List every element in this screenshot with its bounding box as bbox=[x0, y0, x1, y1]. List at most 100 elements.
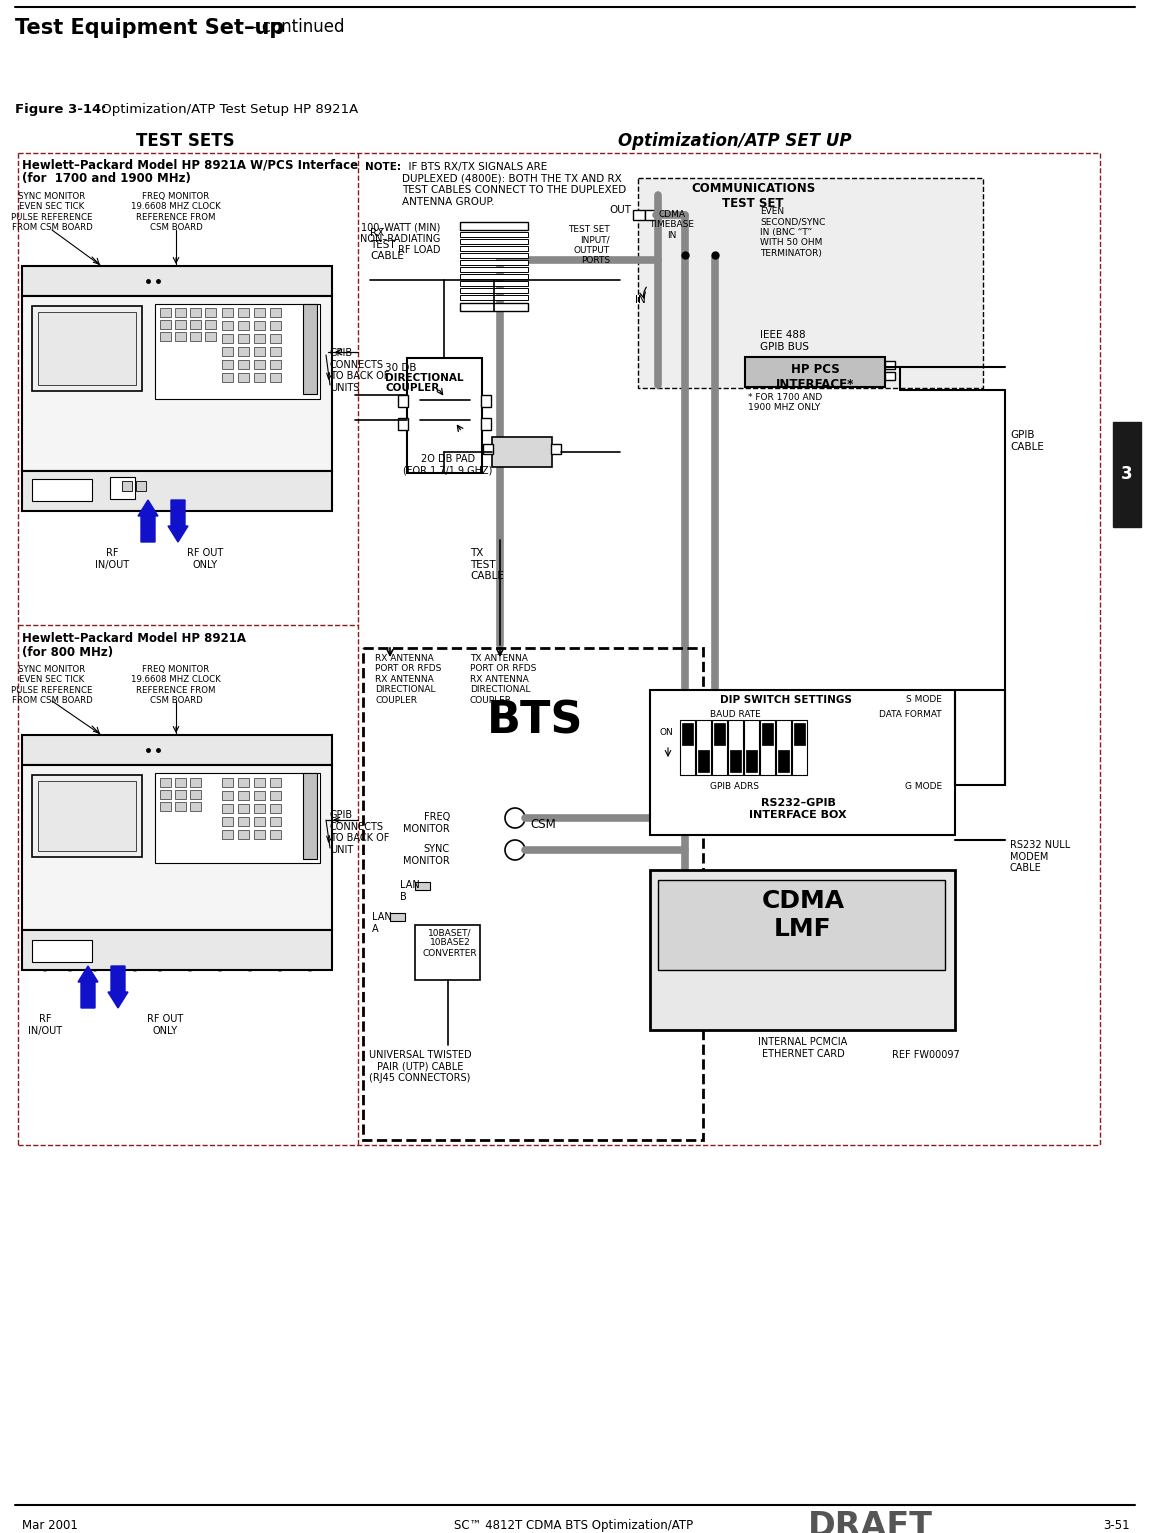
Text: COMMUNICATIONS
TEST SET: COMMUNICATIONS TEST SET bbox=[691, 182, 815, 210]
Text: OUT: OUT bbox=[609, 205, 631, 215]
Bar bbox=[32, 776, 142, 857]
Bar bbox=[390, 914, 404, 921]
Bar bbox=[190, 308, 201, 317]
Text: DIP SWITCH SETTINGS: DIP SWITCH SETTINGS bbox=[720, 694, 851, 705]
Circle shape bbox=[141, 944, 155, 958]
Bar bbox=[222, 346, 233, 356]
Bar bbox=[175, 789, 186, 799]
Bar bbox=[460, 261, 529, 265]
Circle shape bbox=[230, 276, 240, 287]
Bar bbox=[175, 320, 186, 330]
FancyArrow shape bbox=[78, 966, 98, 1009]
Bar bbox=[238, 320, 249, 330]
Bar bbox=[160, 333, 171, 340]
Bar bbox=[222, 829, 233, 839]
Text: IN: IN bbox=[634, 294, 646, 305]
Text: INTERNAL PCMCIA
ETHERNET CARD: INTERNAL PCMCIA ETHERNET CARD bbox=[758, 1036, 848, 1059]
Circle shape bbox=[203, 944, 217, 958]
Text: TX
TEST
CABLE: TX TEST CABLE bbox=[470, 547, 504, 581]
Text: 10BASET/
10BASE2
CONVERTER: 10BASET/ 10BASE2 CONVERTER bbox=[423, 927, 477, 958]
Circle shape bbox=[65, 961, 75, 970]
Bar bbox=[38, 780, 136, 851]
Bar bbox=[712, 721, 727, 776]
Bar bbox=[254, 817, 265, 826]
Bar bbox=[160, 308, 171, 317]
Text: GPIB
CABLE: GPIB CABLE bbox=[1010, 429, 1044, 452]
Text: LAN
A: LAN A bbox=[372, 912, 392, 934]
Circle shape bbox=[203, 481, 217, 495]
Bar bbox=[254, 791, 265, 800]
Bar bbox=[650, 871, 955, 1030]
Circle shape bbox=[304, 498, 315, 507]
Bar bbox=[38, 313, 136, 385]
Bar bbox=[270, 360, 282, 369]
Bar bbox=[238, 779, 249, 786]
Text: DRAFT: DRAFT bbox=[808, 1510, 933, 1533]
Bar bbox=[222, 360, 233, 369]
Circle shape bbox=[242, 481, 257, 495]
Bar bbox=[222, 320, 233, 330]
Bar bbox=[270, 817, 282, 826]
Circle shape bbox=[304, 276, 315, 287]
Bar bbox=[1113, 422, 1141, 527]
Bar bbox=[155, 773, 321, 863]
Circle shape bbox=[270, 745, 280, 754]
Bar bbox=[175, 308, 186, 317]
Bar bbox=[22, 734, 332, 765]
Bar bbox=[254, 346, 265, 356]
Bar bbox=[492, 437, 552, 468]
Text: (for 800 MHz): (for 800 MHz) bbox=[22, 645, 113, 659]
Text: 2O DB PAD
(FOR 1.7/1.9 GHZ): 2O DB PAD (FOR 1.7/1.9 GHZ) bbox=[403, 454, 493, 475]
Circle shape bbox=[304, 745, 315, 754]
Bar bbox=[160, 789, 171, 799]
Circle shape bbox=[270, 276, 280, 287]
Text: SC™ 4812T CDMA BTS Optimization/ATP: SC™ 4812T CDMA BTS Optimization/ATP bbox=[455, 1519, 694, 1531]
Circle shape bbox=[171, 806, 215, 849]
Bar bbox=[460, 239, 529, 244]
Text: RX
TEST
CABLE: RX TEST CABLE bbox=[370, 228, 404, 261]
Bar bbox=[552, 445, 561, 454]
Circle shape bbox=[90, 498, 100, 507]
Bar bbox=[175, 802, 186, 811]
Bar bbox=[254, 779, 265, 786]
Circle shape bbox=[155, 498, 165, 507]
Bar bbox=[270, 320, 282, 330]
Bar bbox=[22, 765, 332, 931]
Bar bbox=[254, 803, 265, 812]
Bar bbox=[270, 791, 282, 800]
Bar bbox=[254, 829, 265, 839]
Bar bbox=[415, 881, 430, 891]
Text: HP PCS
INTERFACE*: HP PCS INTERFACE* bbox=[776, 363, 854, 391]
Circle shape bbox=[190, 745, 200, 754]
Bar bbox=[190, 320, 201, 330]
Bar bbox=[481, 419, 491, 429]
Circle shape bbox=[40, 961, 51, 970]
Text: DATA FORMAT: DATA FORMAT bbox=[879, 710, 942, 719]
Bar bbox=[460, 253, 529, 258]
Circle shape bbox=[155, 961, 165, 970]
Bar bbox=[254, 360, 265, 369]
Circle shape bbox=[245, 961, 255, 970]
Bar bbox=[222, 817, 233, 826]
Text: 100–WATT (MIN)
NON–RADIATING
RF LOAD: 100–WATT (MIN) NON–RADIATING RF LOAD bbox=[360, 222, 440, 254]
Bar bbox=[254, 320, 265, 330]
Text: DIRECTIONAL: DIRECTIONAL bbox=[385, 373, 463, 383]
Text: BAUD RATE: BAUD RATE bbox=[710, 710, 761, 719]
Bar bbox=[190, 789, 201, 799]
Bar bbox=[160, 779, 171, 786]
Bar bbox=[190, 779, 201, 786]
Circle shape bbox=[245, 498, 255, 507]
Text: 3: 3 bbox=[1121, 464, 1133, 483]
Circle shape bbox=[230, 745, 240, 754]
Bar bbox=[460, 288, 529, 293]
Text: CDMA
TIMEBASE
IN: CDMA TIMEBASE IN bbox=[649, 210, 694, 239]
Bar bbox=[238, 829, 249, 839]
Bar bbox=[303, 304, 317, 394]
Text: (for  1700 and 1900 MHz): (for 1700 and 1900 MHz) bbox=[22, 172, 191, 185]
Text: UNIVERSAL TWISTED
PAIR (UTP) CABLE
(RJ45 CONNECTORS): UNIVERSAL TWISTED PAIR (UTP) CABLE (RJ45… bbox=[369, 1050, 471, 1084]
Bar bbox=[136, 481, 146, 491]
Text: Optimization/ATP SET UP: Optimization/ATP SET UP bbox=[618, 132, 851, 150]
Text: RX ANTENNA
PORT OR RFDS
RX ANTENNA
DIRECTIONAL
COUPLER: RX ANTENNA PORT OR RFDS RX ANTENNA DIREC… bbox=[375, 655, 441, 705]
Bar bbox=[460, 304, 529, 311]
Text: Hewlett–Packard Model HP 8921A: Hewlett–Packard Model HP 8921A bbox=[22, 632, 246, 645]
